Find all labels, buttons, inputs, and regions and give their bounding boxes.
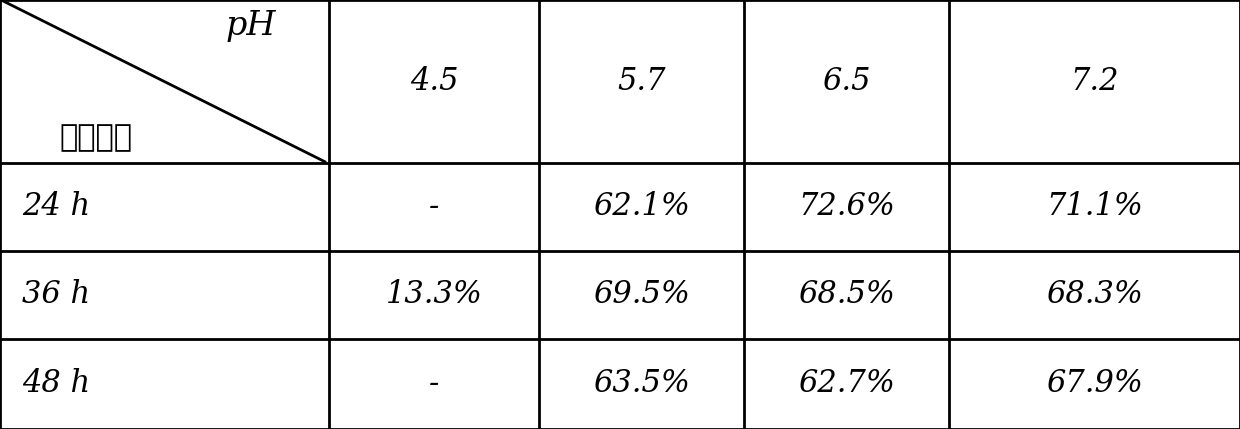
Text: 63.5%: 63.5% <box>593 369 691 399</box>
Text: -: - <box>429 369 439 399</box>
Text: 5.7: 5.7 <box>618 66 666 97</box>
Text: 7.2: 7.2 <box>1070 66 1118 97</box>
Text: 72.6%: 72.6% <box>797 191 895 223</box>
Text: 36 h: 36 h <box>22 279 91 311</box>
Text: 接种时间: 接种时间 <box>60 123 133 152</box>
Text: 62.1%: 62.1% <box>593 191 691 223</box>
Text: pH: pH <box>226 10 277 42</box>
Text: 68.3%: 68.3% <box>1045 279 1143 311</box>
Text: 6.5: 6.5 <box>822 66 870 97</box>
Text: 62.7%: 62.7% <box>797 369 895 399</box>
Text: 24 h: 24 h <box>22 191 91 223</box>
Text: -: - <box>429 191 439 223</box>
Text: 69.5%: 69.5% <box>593 279 691 311</box>
Text: 68.5%: 68.5% <box>797 279 895 311</box>
Text: 67.9%: 67.9% <box>1045 369 1143 399</box>
Text: 4.5: 4.5 <box>409 66 459 97</box>
Text: 71.1%: 71.1% <box>1045 191 1143 223</box>
Text: 48 h: 48 h <box>22 369 91 399</box>
Text: 13.3%: 13.3% <box>386 279 482 311</box>
